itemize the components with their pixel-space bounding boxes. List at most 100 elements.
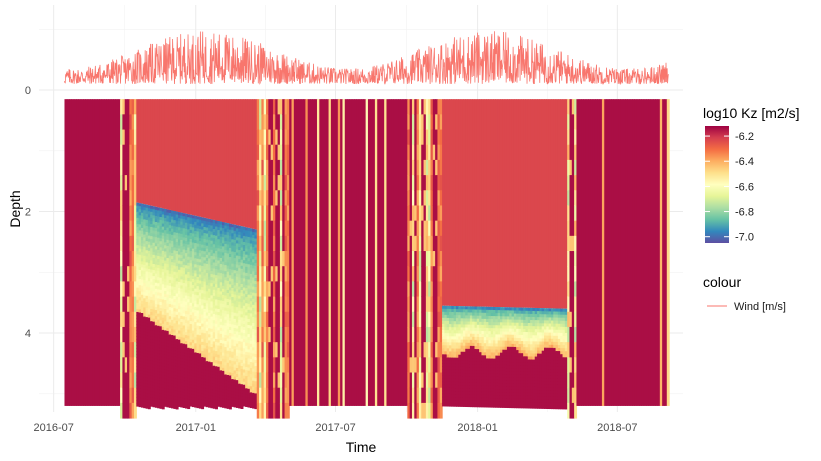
heatmap-cell: [175, 402, 179, 407]
heatmap-cell: [435, 114, 439, 131]
heatmap-cell: [235, 322, 239, 326]
heatmap-cell: [159, 311, 163, 315]
heatmap-cell: [154, 370, 158, 375]
heatmap-cell: [177, 327, 181, 332]
heatmap-cell: [201, 99, 205, 218]
heatmap-cell: [442, 369, 445, 374]
heatmap-cell: [222, 294, 225, 299]
heatmap-cell: [131, 342, 135, 358]
heatmap-cell: [147, 332, 151, 337]
heatmap-cell: [252, 295, 256, 300]
heatmap-cell: [224, 395, 228, 400]
heatmap-cell: [143, 231, 147, 236]
heatmap-cell: [133, 402, 137, 419]
heatmap-cell: [208, 382, 212, 387]
heatmap-cell: [488, 318, 492, 323]
heatmap-cell: [219, 364, 223, 368]
heatmap-cell: [212, 250, 216, 254]
heatmap-cell: [168, 337, 172, 342]
heatmap-cell: [245, 327, 249, 332]
heatmap-cell: [143, 380, 147, 384]
heatmap-cell: [279, 220, 283, 237]
heatmap-cell: [444, 305, 448, 310]
heatmap-cell: [180, 370, 184, 375]
heatmap-cell: [159, 368, 163, 373]
heatmap-cell: [215, 396, 218, 401]
heatmap-cell: [476, 327, 480, 332]
heatmap-cell: [205, 385, 209, 389]
heatmap-cell: [446, 327, 450, 331]
heatmap-cell: [145, 213, 149, 218]
heatmap-cell: [210, 252, 214, 257]
heatmap-cell: [159, 402, 163, 406]
heatmap-cell: [249, 295, 253, 299]
heatmap-cell: [437, 372, 441, 389]
heatmap-cell: [205, 266, 209, 271]
heatmap-cell: [136, 396, 140, 401]
heatmap-cell: [256, 190, 260, 206]
heatmap-cell: [432, 296, 436, 313]
heatmap-cell: [444, 381, 448, 386]
heatmap-cell: [446, 387, 450, 392]
heatmap-cell: [171, 289, 174, 293]
heatmap-cell: [245, 324, 249, 329]
heatmap-cell: [409, 190, 413, 206]
heatmap-cell: [177, 239, 181, 243]
heatmap-cell: [210, 346, 214, 351]
heatmap-cell: [171, 395, 174, 400]
heatmap-cell: [270, 175, 274, 191]
heatmap-cell: [150, 336, 154, 340]
heatmap-cell: [282, 387, 286, 404]
heatmap-cell: [472, 388, 476, 392]
heatmap-cell: [215, 341, 218, 346]
heatmap-cell: [240, 405, 244, 409]
heatmap-cell: [242, 308, 246, 313]
heatmap-cell: [228, 223, 232, 228]
heatmap-cell: [235, 304, 239, 308]
heatmap-cell: [138, 376, 142, 380]
heatmap-cell: [177, 278, 181, 283]
heatmap-cell: [157, 404, 161, 409]
heatmap-cell: [157, 286, 161, 290]
heatmap-cell: [184, 353, 188, 357]
heatmap-cell: [483, 361, 487, 365]
heatmap-cell: [421, 251, 425, 267]
heatmap-cell: [177, 330, 181, 335]
heatmap-cell: [205, 233, 209, 238]
heatmap-cell: [261, 266, 265, 282]
heatmap-cell: [152, 373, 156, 377]
heatmap-cell: [462, 379, 466, 383]
heatmap-cell: [143, 252, 147, 257]
heatmap-cell: [444, 393, 448, 398]
heatmap-cell: [303, 99, 307, 406]
heatmap-cell: [147, 269, 151, 273]
heatmap-cell: [180, 379, 184, 384]
heatmap-cell: [205, 291, 209, 295]
heatmap-cell: [173, 250, 177, 255]
heatmap-cell: [191, 99, 195, 216]
heatmap-cell: [212, 295, 216, 300]
heatmap-cell: [166, 261, 170, 265]
heatmap-cell: [159, 271, 163, 276]
heatmap-cell: [326, 99, 330, 406]
heatmap-cell: [157, 292, 161, 296]
heatmap-cell: [467, 318, 471, 323]
heatmap-cell: [423, 99, 427, 115]
heatmap-cell: [254, 372, 258, 376]
heatmap-cell: [254, 238, 258, 243]
heatmap-cell: [138, 215, 142, 219]
heatmap-cell: [235, 288, 239, 293]
heatmap-cell: [161, 308, 165, 313]
heatmap-cell: [217, 360, 221, 365]
heatmap-cell: [286, 357, 290, 374]
heatmap-cell: [189, 327, 193, 331]
heatmap-cell: [240, 277, 244, 282]
heatmap-cell: [217, 245, 221, 249]
heatmap-cell: [249, 286, 253, 290]
heatmap-cell: [453, 360, 457, 365]
heatmap-cell: [184, 371, 188, 376]
heatmap-cell: [205, 358, 209, 362]
heatmap-cell: [228, 357, 232, 361]
heatmap-cell: [208, 316, 212, 320]
heatmap-cell: [467, 351, 471, 356]
